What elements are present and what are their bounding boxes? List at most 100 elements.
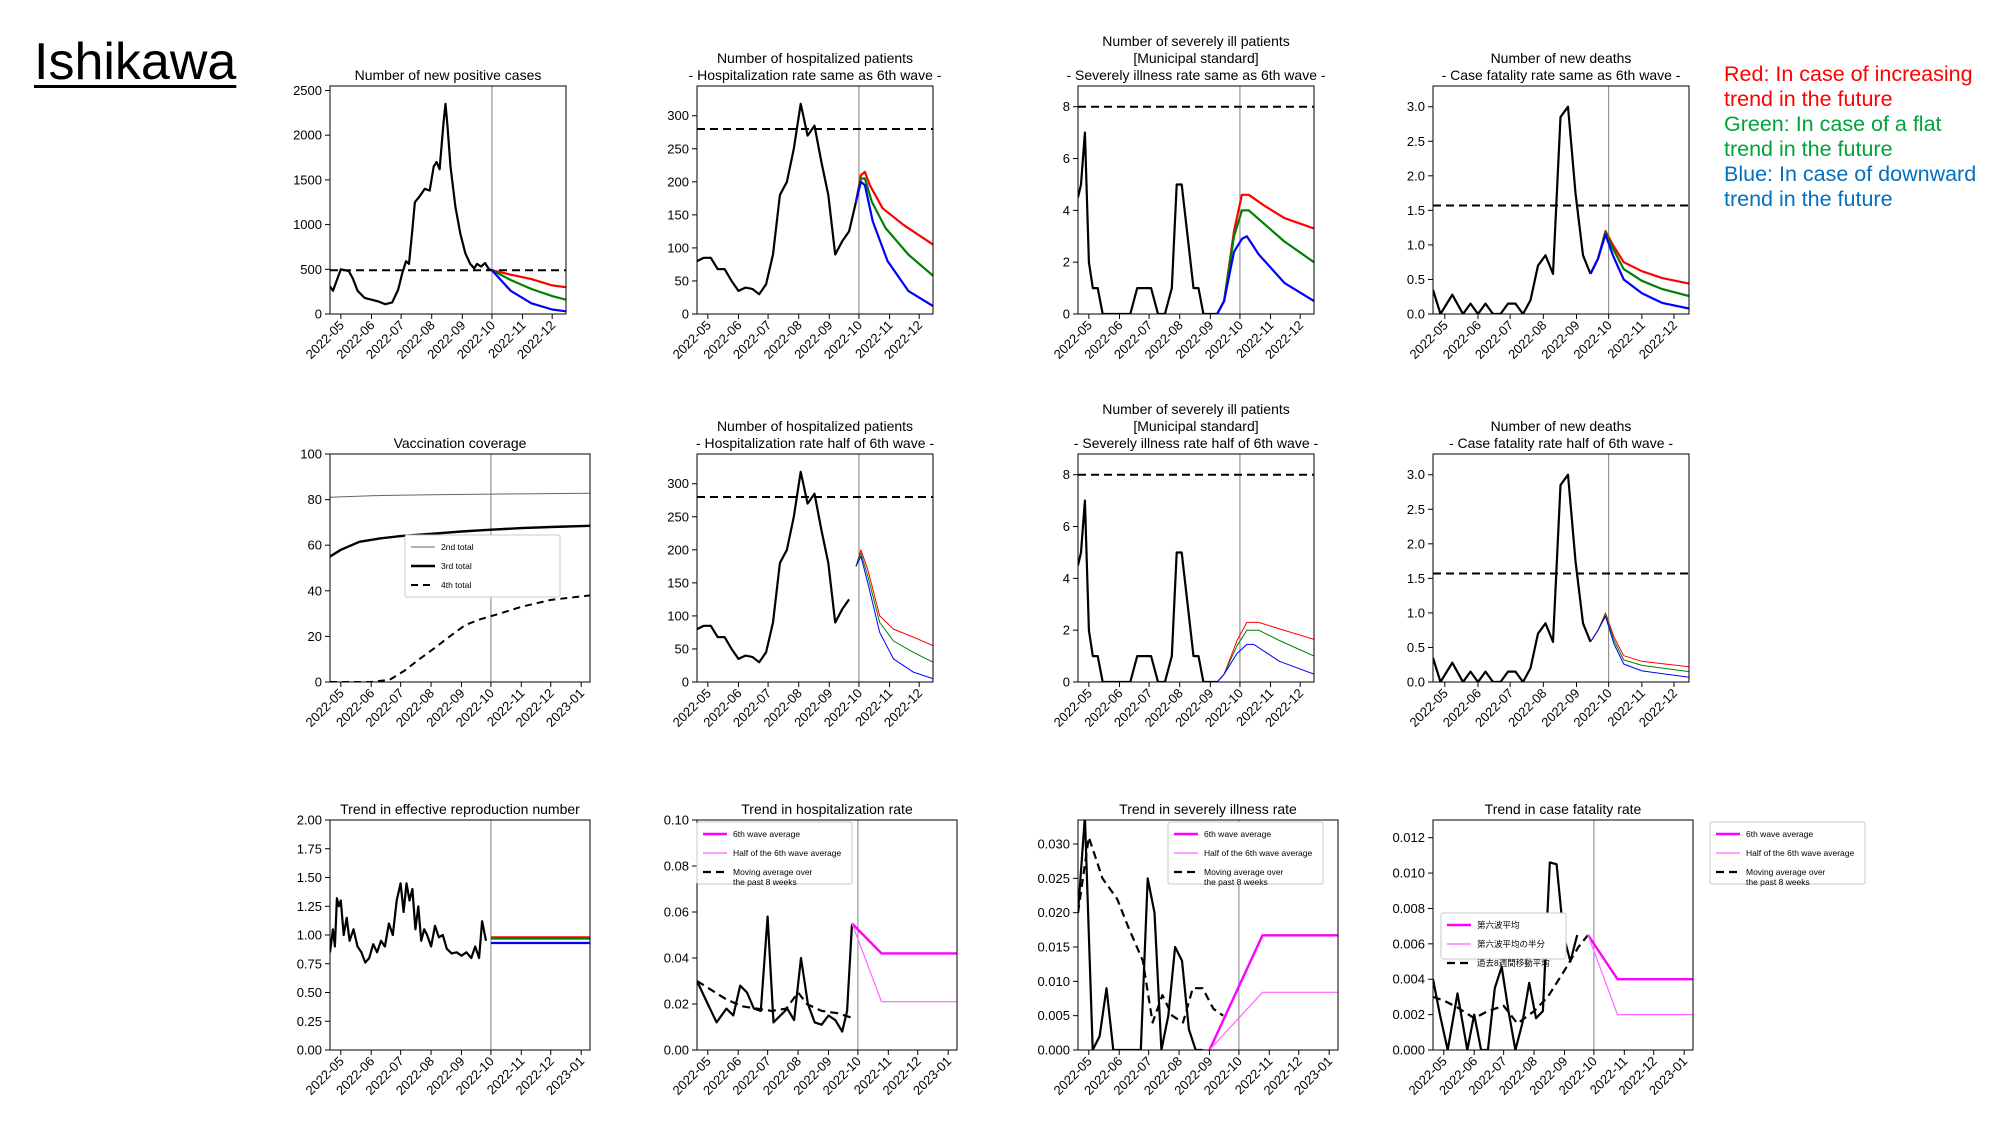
- chart-title: - Hospitalization rate same as 6th wave …: [689, 67, 942, 83]
- series-group: [1078, 131, 1314, 314]
- chart-cases: Number of new positive cases 0 500 1000 1500…: [293, 67, 567, 362]
- scenario-legend-downward: Blue: In case of downward trend in the f…: [1724, 162, 1977, 211]
- y-tick-label: 0.025: [1037, 871, 1070, 886]
- y-tick-label: 0.008: [1392, 901, 1425, 916]
- y-tick-label: 0.5: [1407, 272, 1425, 287]
- y-tick-label: 100: [667, 240, 689, 255]
- series-downward-line: [854, 180, 933, 308]
- chart-title: [Municipal standard]: [1133, 50, 1258, 66]
- plot-frame: [696, 819, 958, 1051]
- legend-label: the past 8 weeks: [1746, 877, 1810, 887]
- series-group: [1433, 473, 1689, 682]
- y-tick-label: 0.00: [664, 1043, 689, 1058]
- series-group: [697, 915, 957, 1033]
- y-tick-label: 4: [1063, 571, 1070, 586]
- series-group: [1078, 499, 1314, 682]
- series-actual-line: [1078, 499, 1218, 682]
- y-tick-label: 0.04: [664, 951, 689, 966]
- y-tick-label: 1500: [293, 172, 322, 187]
- series-actual-line: [1078, 131, 1218, 314]
- series-downward-line: [1589, 233, 1689, 310]
- y-tick-label: 0.5: [1407, 640, 1425, 655]
- chart-title: Trend in effective reproduction number: [340, 801, 580, 817]
- y-tick-label: 2.0: [1407, 536, 1425, 551]
- series-increasing-line: [854, 170, 933, 246]
- y-tick-label: 0.006: [1392, 936, 1425, 951]
- legend-label: 2nd total: [441, 542, 474, 552]
- chart-hosp_rate: Trend in hospitalization rate 0.00 0.02 0.0…: [664, 801, 958, 1098]
- y-tick-label: 100: [300, 447, 322, 462]
- y-tick-label: 8: [1063, 99, 1070, 114]
- y-tick-label: 60: [308, 538, 322, 553]
- series-increasing-line: [855, 549, 933, 647]
- legend-label: Half of the 6th wave average: [1204, 848, 1312, 858]
- legend-box: [1440, 912, 1567, 960]
- series-group: [330, 102, 566, 313]
- series-actual-line: [697, 102, 858, 296]
- y-tick-label: 1.00: [297, 928, 322, 943]
- legend-label: 第六波平均の半分: [1477, 939, 1546, 949]
- chart-vaccination: Vaccination coverage0204060801002022-052…: [300, 435, 591, 730]
- legend-label: 6th wave average: [1746, 829, 1813, 839]
- series-downward-line: [1216, 643, 1314, 682]
- y-tick-label: 250: [667, 141, 689, 156]
- plot-frame: [1432, 85, 1690, 315]
- chart-deaths_same: Number of new deaths- Case fatality rate…: [1407, 50, 1690, 362]
- y-tick-label: 2.5: [1407, 502, 1425, 517]
- series-flat-line: [1590, 613, 1689, 673]
- y-tick-label: 1.5: [1407, 203, 1425, 218]
- y-tick-label: 50: [675, 641, 689, 656]
- y-tick-label: 250: [667, 509, 689, 524]
- chart-title: Number of severely ill patients: [1102, 401, 1290, 417]
- series-thin-line: [330, 492, 590, 498]
- y-tick-label: 0.010: [1037, 974, 1070, 989]
- series-downward-line: [1216, 235, 1314, 314]
- chart-title: - Severely illness rate same as 6th wave…: [1066, 67, 1325, 83]
- y-tick-label: 0: [1063, 307, 1070, 322]
- series-moving-line: [697, 980, 853, 1019]
- chart-title: [Municipal standard]: [1133, 418, 1258, 434]
- series-actual-line: [330, 102, 493, 306]
- chart-title: Trend in case fatality rate: [1485, 801, 1642, 817]
- chart-title: - Severely illness rate half of 6th wave…: [1074, 435, 1319, 451]
- series-average-line: [1208, 934, 1338, 1050]
- series-group: [697, 102, 933, 308]
- series-average-line: [851, 922, 957, 955]
- series-half_average-line: [1209, 991, 1338, 1050]
- plot-frame: [1432, 453, 1690, 683]
- chart-title: - Case fatality rate half of 6th wave -: [1449, 435, 1673, 451]
- legend-label: 6th wave average: [733, 829, 800, 839]
- y-tick-label: 0.005: [1037, 1008, 1070, 1023]
- chart-legend: 6th wave average Half of the 6th wave ave…: [696, 821, 853, 887]
- y-tick-label: 2.0: [1407, 168, 1425, 183]
- y-tick-label: 0: [315, 675, 322, 690]
- series-average-line: [1587, 934, 1693, 981]
- chart-rt: Trend in effective reproduction number 0.…: [297, 801, 591, 1098]
- series-group: [697, 470, 933, 680]
- plot-frame: [1077, 453, 1315, 683]
- plot-frame: [1077, 819, 1339, 1051]
- y-tick-label: 0.015: [1037, 940, 1070, 955]
- legend-box: [1709, 821, 1866, 885]
- y-tick-label: 0.08: [664, 859, 689, 874]
- plot-frame: [1077, 85, 1315, 315]
- legend-label: the past 8 weeks: [1204, 877, 1268, 887]
- y-tick-label: 2.5: [1407, 134, 1425, 149]
- y-tick-label: 3.0: [1407, 99, 1425, 114]
- series-dashed-line: [330, 594, 590, 682]
- y-tick-label: 0: [315, 307, 322, 322]
- y-tick-label: 1.0: [1407, 605, 1425, 620]
- y-tick-label: 0.75: [297, 956, 322, 971]
- y-tick-label: 2: [1063, 255, 1070, 270]
- y-tick-label: 40: [308, 583, 322, 598]
- plot-frame: [329, 453, 591, 683]
- legend-label: 3rd total: [441, 561, 472, 571]
- series-downward-line: [1590, 615, 1689, 678]
- y-tick-label: 4: [1063, 203, 1070, 218]
- chart-title: Number of hospitalized patients: [717, 50, 913, 66]
- series-group: [330, 492, 590, 682]
- y-tick-label: 0.000: [1037, 1043, 1070, 1058]
- chart-severe_half: Number of severely ill patients[Municipa…: [1051, 401, 1319, 730]
- y-tick-label: 0.0: [1407, 675, 1425, 690]
